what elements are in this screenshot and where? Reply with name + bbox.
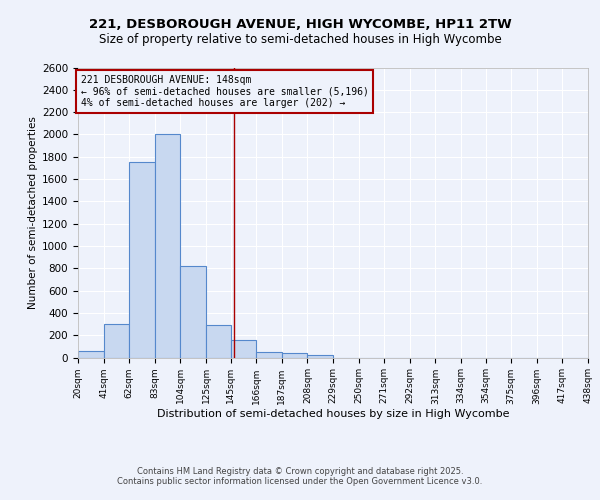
Bar xyxy=(181,266,206,358)
Bar xyxy=(282,353,307,358)
Bar xyxy=(206,325,230,358)
Text: Size of property relative to semi-detached houses in High Wycombe: Size of property relative to semi-detach… xyxy=(98,32,502,46)
X-axis label: Distribution of semi-detached houses by size in High Wycombe: Distribution of semi-detached houses by … xyxy=(157,409,509,419)
Text: Contains public sector information licensed under the Open Government Licence v3: Contains public sector information licen… xyxy=(118,477,482,486)
Bar xyxy=(230,340,256,357)
Bar xyxy=(307,354,333,358)
Text: Contains HM Land Registry data © Crown copyright and database right 2025.: Contains HM Land Registry data © Crown c… xyxy=(137,467,463,476)
Text: 221 DESBOROUGH AVENUE: 148sqm
← 96% of semi-detached houses are smaller (5,196)
: 221 DESBOROUGH AVENUE: 148sqm ← 96% of s… xyxy=(80,74,368,108)
Y-axis label: Number of semi-detached properties: Number of semi-detached properties xyxy=(28,116,38,309)
Bar xyxy=(155,134,181,358)
Bar xyxy=(256,352,282,358)
Bar xyxy=(104,324,129,358)
Text: 221, DESBOROUGH AVENUE, HIGH WYCOMBE, HP11 2TW: 221, DESBOROUGH AVENUE, HIGH WYCOMBE, HP… xyxy=(89,18,511,30)
Bar xyxy=(78,352,104,358)
Bar xyxy=(129,162,155,358)
